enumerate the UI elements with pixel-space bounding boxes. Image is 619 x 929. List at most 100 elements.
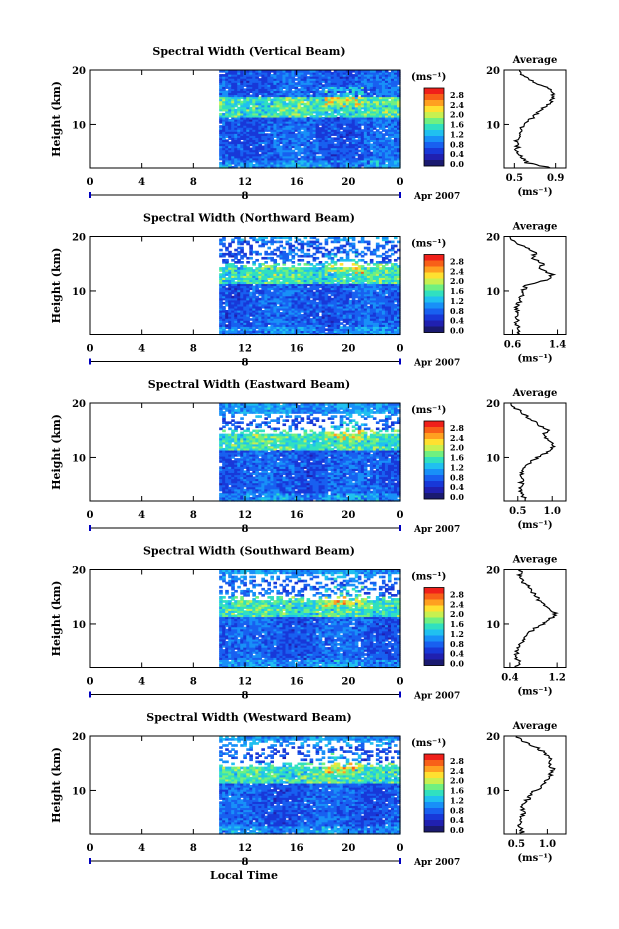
heatmap-cell: [369, 139, 374, 143]
heatmap-cell: [312, 269, 317, 272]
heatmap-cell: [288, 74, 293, 77]
heatmap-cell: [315, 96, 320, 100]
heatmap-cell: [315, 114, 320, 118]
heatmap-cell: [345, 291, 350, 295]
heatmap-cell: [270, 307, 275, 311]
heatmap-cell: [324, 86, 329, 89]
heatmap-cell: [348, 143, 353, 147]
heatmap-cell: [282, 312, 287, 315]
heatmap-cell: [345, 129, 350, 132]
heatmap-cell: [333, 297, 338, 301]
heatmap-cell: [375, 112, 380, 116]
heatmap-cell: [381, 289, 386, 293]
heatmap-cell: [225, 157, 229, 161]
heatmap-cell: [255, 82, 259, 85]
heatmap-cell: [234, 252, 238, 256]
heatmap-cell: [363, 252, 368, 256]
heatmap-cell: [342, 163, 347, 167]
heatmap-cell: [291, 157, 296, 161]
heatmap-cell: [306, 271, 311, 274]
heatmap-cell: [240, 92, 244, 96]
colorbar-unit-label: (ms⁻¹): [411, 72, 446, 83]
heatmap-cell: [309, 149, 314, 153]
heatmap-cell: [219, 157, 223, 161]
heatmap-cell: [222, 145, 226, 149]
heatmap-cell: [375, 74, 380, 77]
heatmap-cell: [231, 127, 235, 130]
heatmap-cell: [366, 263, 371, 266]
heatmap-cell: [294, 240, 299, 244]
heatmap-cell: [381, 110, 386, 114]
heatmap-cell: [285, 84, 290, 87]
heatmap-cell: [291, 261, 296, 264]
heatmap-cell: [345, 163, 350, 167]
heatmap-cell: [348, 141, 353, 145]
heatmap-cell: [252, 163, 256, 167]
heatmap-cell: [300, 155, 305, 159]
heatmap-cell: [381, 141, 386, 145]
heatmap-cell: [360, 78, 365, 81]
heatmap-cell: [279, 318, 284, 321]
heatmap-cell: [306, 100, 311, 104]
heatmap-cell: [222, 273, 226, 276]
heatmap-cell: [384, 155, 389, 159]
heatmap-cell: [372, 295, 377, 299]
average-profile-line: [512, 69, 556, 169]
heatmap-cell: [261, 269, 265, 272]
heatmap-cell: [315, 291, 320, 295]
heatmap-cell: [372, 159, 377, 163]
heatmap-cell: [384, 108, 389, 112]
heatmap-cell: [261, 324, 265, 327]
heatmap-cell: [303, 295, 308, 299]
heatmap-cell: [288, 295, 293, 299]
heatmap-cell: [219, 277, 223, 280]
heatmap-cell: [333, 279, 338, 283]
heatmap-cell: [231, 318, 235, 321]
heatmap-cell: [330, 112, 335, 116]
heatmap-cell: [219, 252, 223, 256]
heatmap-cell: [348, 283, 353, 287]
heatmap-cell: [387, 157, 392, 161]
heatmap-cell: [288, 131, 293, 134]
heatmap-cell: [246, 96, 250, 100]
heatmap-cell: [231, 112, 235, 116]
heatmap-cell: [330, 116, 335, 120]
heatmap-cell: [396, 86, 401, 89]
heatmap-cell: [252, 92, 256, 96]
heatmap-cell: [351, 119, 356, 122]
heatmap-cell: [321, 121, 326, 124]
heatmap-cell: [342, 88, 347, 92]
heatmap-cell: [339, 104, 344, 108]
heatmap-cell: [231, 324, 235, 327]
heatmap-cell: [348, 149, 353, 153]
heatmap-cell: [264, 293, 268, 297]
heatmap-cell: [321, 277, 326, 280]
heatmap-cell: [387, 127, 392, 130]
heatmap-cell: [336, 155, 341, 159]
heatmap-cell: [369, 316, 374, 319]
heatmap-cell: [360, 106, 365, 110]
heatmap-cell: [264, 74, 268, 77]
heatmap-cell: [225, 269, 229, 272]
heatmap-cell: [360, 281, 365, 285]
heatmap-cell: [345, 106, 350, 110]
heatmap-cell: [237, 153, 241, 157]
heatmap-cell: [279, 149, 284, 153]
heatmap-cell: [294, 133, 299, 136]
heatmap-cell: [345, 240, 350, 244]
heatmap-cell: [252, 159, 256, 163]
heatmap-cell: [228, 324, 232, 327]
heatmap-cell: [267, 74, 271, 77]
heatmap-cell: [222, 82, 226, 85]
heatmap-cell: [324, 100, 329, 104]
heatmap-cell: [240, 88, 244, 92]
heatmap-cell: [234, 289, 238, 293]
heatmap-cell: [237, 84, 241, 87]
heatmap-cell: [324, 248, 329, 252]
heatmap-cell: [354, 281, 359, 285]
heatmap-cell: [333, 137, 338, 141]
heatmap-cell: [249, 273, 253, 276]
heatmap-cell: [273, 86, 278, 89]
heatmap-cell: [264, 279, 268, 283]
heatmap-cell: [363, 110, 368, 114]
